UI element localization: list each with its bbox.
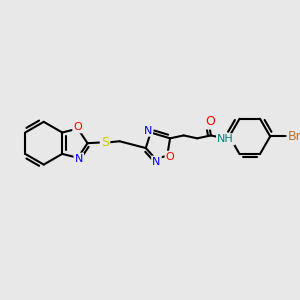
Text: NH: NH <box>217 134 234 144</box>
Text: O: O <box>166 152 175 162</box>
Text: N: N <box>143 126 152 136</box>
Text: O: O <box>74 122 82 132</box>
Text: O: O <box>205 115 215 128</box>
Text: N: N <box>75 154 83 164</box>
Text: Br: Br <box>288 130 300 143</box>
Text: N: N <box>152 157 161 167</box>
Text: S: S <box>101 136 109 149</box>
